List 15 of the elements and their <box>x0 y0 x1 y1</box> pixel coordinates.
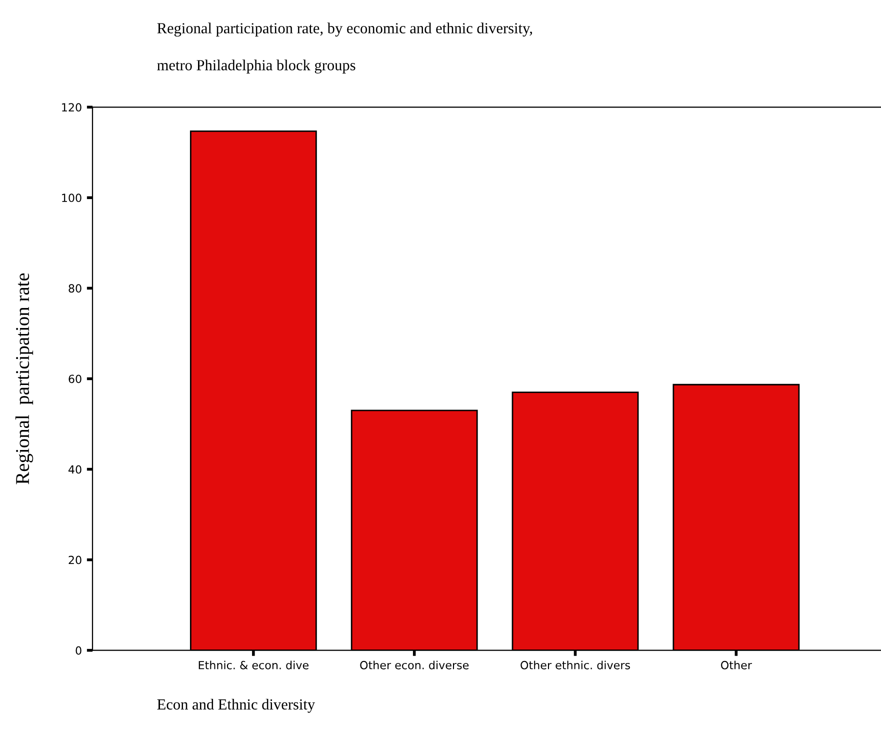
y-axis-title: Regional participation rate <box>15 273 34 484</box>
chart-subtitle: metro Philadelphia block groups <box>157 60 356 74</box>
x-tick-label: Other econ. diverse <box>360 660 469 670</box>
y-tick-label: 120 <box>62 103 82 112</box>
chart-title: Regional participation rate, by economic and ethnic diversity, <box>157 22 532 37</box>
x-axis-title: Econ and Ethnic diversity <box>157 698 316 713</box>
y-tick-label: 20 <box>68 556 82 564</box>
y-tick-label: 100 <box>62 194 82 202</box>
x-tick-label: Ethnic. & econ. dive <box>198 660 308 670</box>
y-tick-label: 80 <box>68 284 82 293</box>
x-tick-label: Other <box>721 660 752 670</box>
y-tick-label: 40 <box>68 465 82 474</box>
y-tick-label: 60 <box>68 374 82 384</box>
x-tick-label: Other ethnic. divers <box>520 660 630 670</box>
y-tick-label: 0 <box>76 646 82 655</box>
